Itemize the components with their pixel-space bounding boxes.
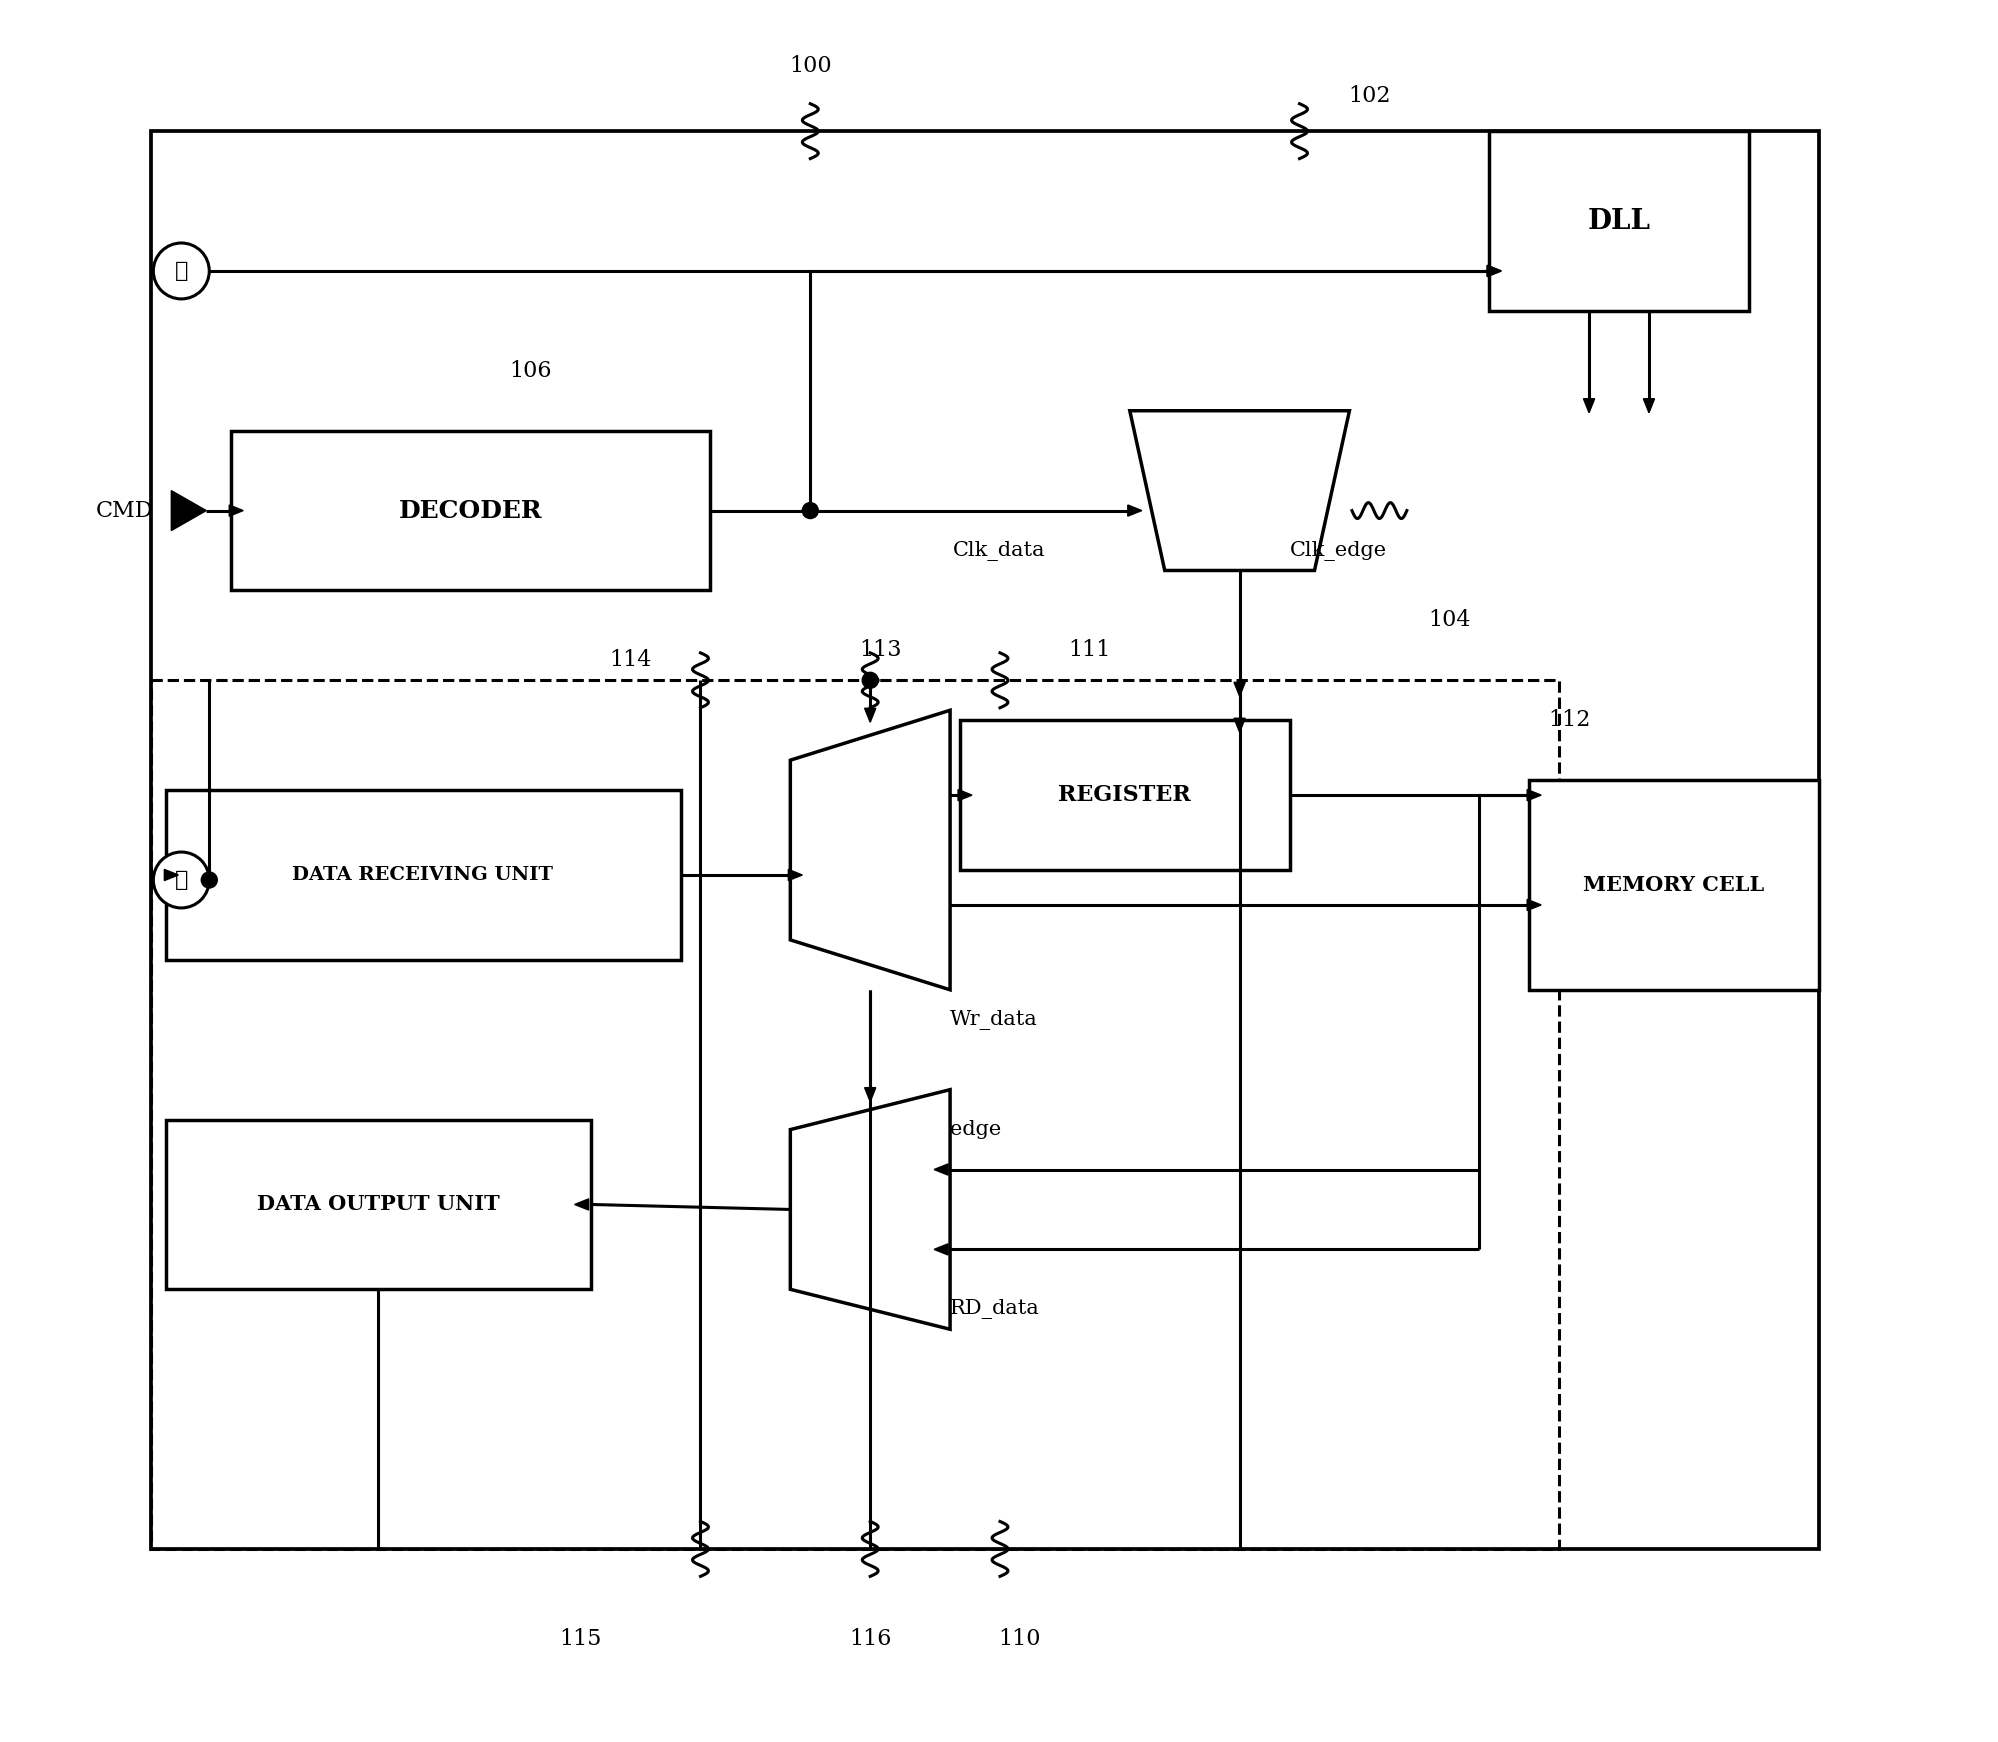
Text: 114: 114 [609, 650, 651, 671]
Polygon shape [1526, 789, 1540, 801]
Text: edge: edge [949, 1120, 1001, 1139]
Text: RD_data: RD_data [949, 1300, 1039, 1319]
Text: Clk_data: Clk_data [951, 540, 1045, 561]
Polygon shape [172, 491, 206, 531]
Text: 113: 113 [859, 639, 901, 662]
Bar [152, 131, 1818, 1549]
Circle shape [801, 503, 817, 519]
Text: DATA OUTPUT UNIT: DATA OUTPUT UNIT [256, 1195, 500, 1214]
Circle shape [154, 852, 210, 908]
Text: DECODER: DECODER [400, 498, 541, 523]
Polygon shape [933, 1164, 947, 1176]
Text: Wr_data: Wr_data [949, 1010, 1037, 1030]
Polygon shape [933, 1244, 947, 1254]
Text: ①: ① [174, 260, 188, 282]
Circle shape [154, 242, 210, 300]
Bar [152, 681, 1558, 1549]
Polygon shape [789, 1090, 949, 1329]
Text: 104: 104 [1427, 610, 1471, 631]
Polygon shape [1127, 505, 1141, 516]
Bar [1489, 131, 1748, 310]
Polygon shape [1582, 399, 1594, 413]
Polygon shape [787, 869, 801, 881]
Text: 106: 106 [509, 361, 551, 381]
Bar [232, 430, 709, 591]
Text: MEMORY CELL: MEMORY CELL [1582, 874, 1764, 895]
Circle shape [861, 672, 877, 688]
Text: 102: 102 [1347, 85, 1391, 108]
Bar [959, 719, 1289, 869]
Polygon shape [573, 1198, 587, 1211]
Polygon shape [1233, 683, 1245, 697]
Polygon shape [230, 505, 244, 516]
Bar [166, 1120, 589, 1289]
Polygon shape [1487, 265, 1500, 277]
Text: 111: 111 [1069, 639, 1111, 662]
Text: Clk_edge: Clk_edge [1289, 540, 1387, 561]
Polygon shape [1233, 718, 1245, 732]
Polygon shape [1487, 265, 1500, 277]
Polygon shape [1129, 411, 1349, 570]
Bar [166, 791, 679, 960]
Text: 115: 115 [559, 1627, 601, 1650]
Polygon shape [1642, 399, 1654, 413]
Bar [1528, 780, 1818, 989]
Text: REGISTER: REGISTER [1057, 784, 1191, 807]
Text: 110: 110 [999, 1627, 1041, 1650]
Polygon shape [789, 711, 949, 989]
Text: 112: 112 [1546, 709, 1590, 732]
Text: 100: 100 [789, 56, 831, 77]
Text: DLL: DLL [1586, 207, 1650, 235]
Polygon shape [1526, 899, 1540, 911]
Text: CMD: CMD [96, 500, 154, 521]
Polygon shape [957, 789, 971, 801]
Text: ②: ② [174, 869, 188, 890]
Text: DATA RECEIVING UNIT: DATA RECEIVING UNIT [292, 866, 553, 883]
Text: 116: 116 [849, 1627, 891, 1650]
Polygon shape [164, 869, 178, 881]
Circle shape [202, 873, 218, 888]
Polygon shape [865, 709, 875, 723]
Polygon shape [865, 1087, 875, 1101]
